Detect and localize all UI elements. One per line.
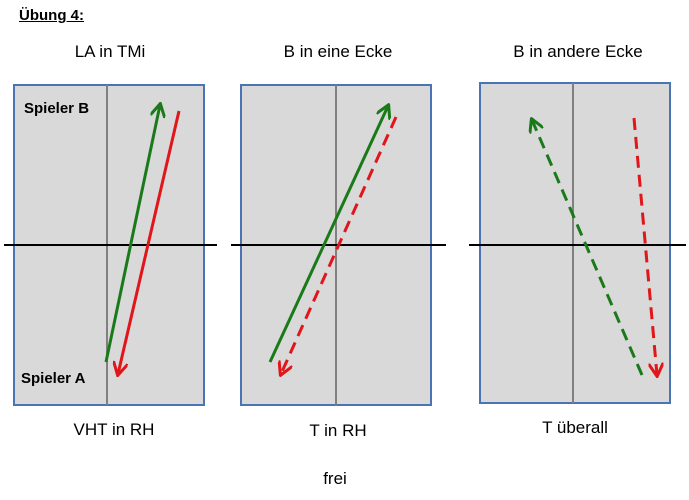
table-1-red-arrow xyxy=(118,110,181,374)
table-3-green-arrow xyxy=(532,120,644,376)
player-a-label: Spieler A xyxy=(21,370,86,387)
table-2 xyxy=(231,84,446,406)
table-2-green-arrow xyxy=(268,106,388,363)
table-3-red-arrow xyxy=(632,117,657,375)
player-b-label: Spieler B xyxy=(24,100,89,117)
table-2-red-arrow xyxy=(281,116,398,374)
caption-3: T überall xyxy=(542,418,608,437)
heading-3: B in andere Ecke xyxy=(513,42,643,61)
table-3-surface xyxy=(479,82,671,404)
heading-1: LA in TMi xyxy=(74,42,146,61)
caption-2: T in RH xyxy=(309,421,367,440)
caption-1: VHT in RH xyxy=(73,420,155,439)
exercise-title: Übung 4: xyxy=(19,7,84,24)
footer-label: frei xyxy=(323,469,347,488)
table-1: Spieler B Spieler A xyxy=(4,84,217,406)
heading-2: B in eine Ecke xyxy=(283,42,393,61)
table-3 xyxy=(469,82,686,404)
table-1-green-arrow xyxy=(104,105,160,363)
